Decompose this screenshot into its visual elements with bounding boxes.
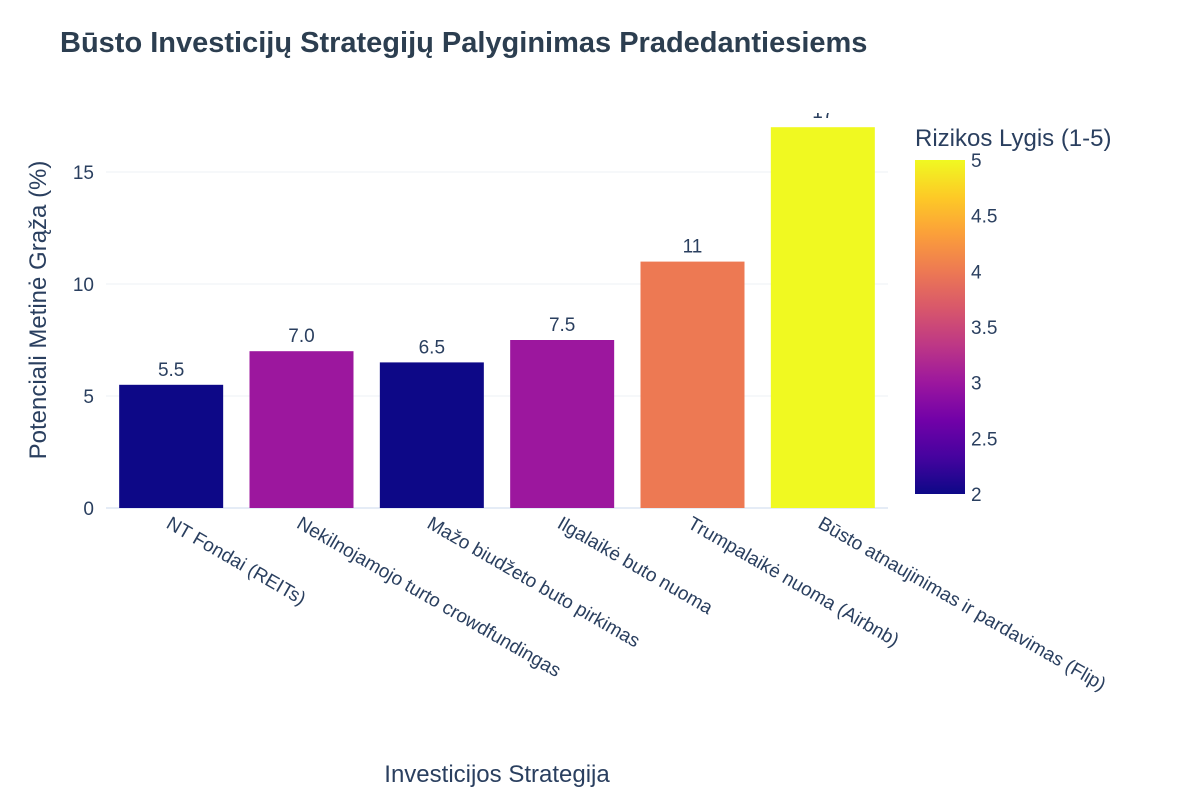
colorbar-tick-label: 4.5 xyxy=(971,207,997,228)
colorbar-tick-label: 2 xyxy=(971,485,982,506)
bar xyxy=(379,362,484,508)
bar xyxy=(119,384,224,508)
colorbar xyxy=(915,160,965,494)
y-axis-label: Potenciali Metinė Grąža (%) xyxy=(25,161,52,460)
y-tick-label: 0 xyxy=(83,499,94,520)
bar xyxy=(640,261,745,508)
colorbar-tick-label: 3.5 xyxy=(971,318,997,339)
y-tick-label: 15 xyxy=(73,163,94,184)
x-tick-label: Nekilnojamojo turto crowdfundingas xyxy=(293,513,564,682)
y-tick-label: 10 xyxy=(73,275,94,296)
colorbar-tick-label: 2.5 xyxy=(971,429,997,450)
colorbar-tick-label: 4 xyxy=(971,262,982,283)
x-tick-label: Trumpalaikė nuoma (Airbnb) xyxy=(684,513,902,651)
x-tick-label: Būsto atnaujinimas ir pardavimas (Flip) xyxy=(814,513,1109,695)
data-label: 5.5 xyxy=(158,360,184,381)
x-tick-label: Mažo biudžeto buto pirkimas xyxy=(423,513,643,652)
chart-title: Būsto Investicijų Strategijų Palyginimas… xyxy=(60,27,867,59)
colorbar-tick-label: 3 xyxy=(971,374,982,395)
data-label: 11 xyxy=(683,237,703,258)
bar xyxy=(770,127,875,508)
data-label: 7.5 xyxy=(549,315,575,336)
colorbar-title: Rizikos Lygis (1-5) xyxy=(915,125,1112,152)
data-label: 7.0 xyxy=(288,326,314,347)
bar xyxy=(249,351,354,508)
x-tick-label: NT Fondai (REITs) xyxy=(163,513,309,610)
y-tick-label: 5 xyxy=(83,387,94,408)
bar xyxy=(510,340,615,508)
data-label: 17 xyxy=(812,102,833,123)
x-axis-label: Investicijos Strategija xyxy=(384,761,610,788)
colorbar-tick-label: 5 xyxy=(971,151,982,172)
data-label: 6.5 xyxy=(419,337,445,358)
